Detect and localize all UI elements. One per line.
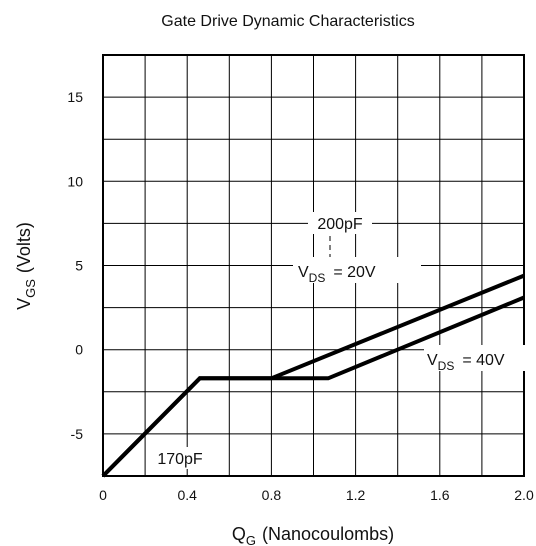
y-tick-label: -5 (71, 426, 84, 442)
x-tick-label: 0.8 (262, 487, 282, 503)
x-tick-label: 0 (99, 487, 107, 503)
vds40-label: VDS = 40V (427, 352, 505, 373)
series-line-vds-40v (101, 295, 525, 478)
y-tick-label: 10 (67, 173, 83, 189)
y-tick-labels: -5 0 5 10 15 (67, 89, 83, 442)
cap-top-label-bg (308, 212, 372, 234)
vds20-label-bg (293, 257, 421, 283)
y-axis-label: VGS(Volts) (14, 222, 38, 310)
y-tick-label: 5 (75, 258, 83, 274)
vds40-label-bg (424, 345, 526, 371)
y-tick-label: 15 (67, 89, 83, 105)
cap-bottom-label: 170pF (157, 451, 203, 468)
plot-frame (102, 54, 525, 477)
x-axis-label: QG (Nanocoulombs) (232, 524, 394, 546)
x-tick-label: 0.4 (177, 487, 197, 503)
cap-top-label: 200pF (317, 216, 363, 233)
x-tick-label: 1.6 (430, 487, 450, 503)
cap-bottom-label-bg (150, 447, 210, 469)
vds20-label: VDS = 20V (298, 264, 376, 285)
x-tick-label: 1.2 (346, 487, 366, 503)
y-tick-label: 0 (75, 342, 83, 358)
chart-title: Gate Drive Dynamic Characteristics (161, 13, 414, 30)
x-tick-label: 2.0 (514, 487, 534, 503)
x-tick-labels: 0 0.4 0.8 1.2 1.6 2.0 (99, 487, 534, 503)
series-lines (101, 273, 525, 478)
